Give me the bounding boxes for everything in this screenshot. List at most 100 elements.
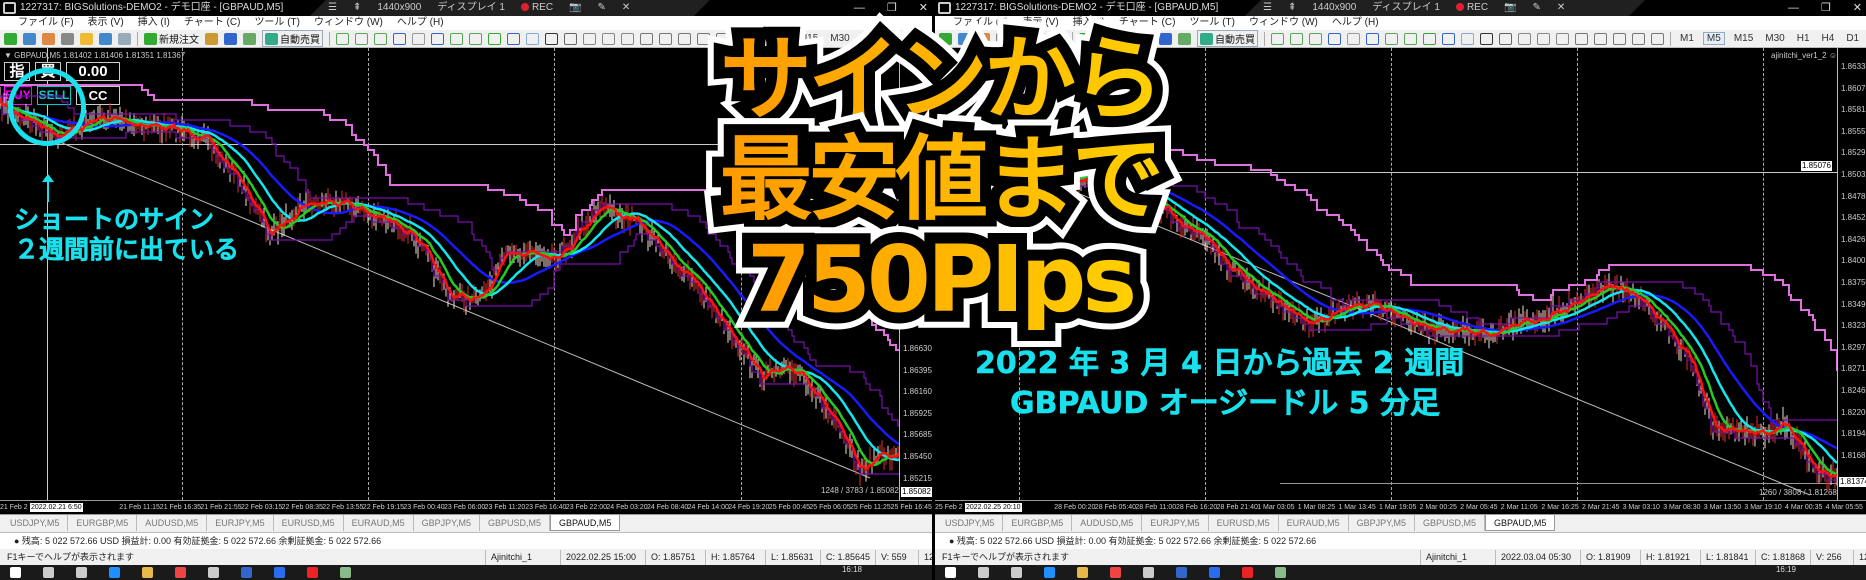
toolbar-icon[interactable] (1404, 32, 1417, 45)
toolbar-icon[interactable] (374, 32, 387, 45)
camera-icon[interactable]: 📷 (1504, 2, 1517, 13)
menu-item[interactable]: ヘルプ (H) (396, 17, 444, 28)
tab-audusd-m5[interactable]: AUDUSD,M5 (1072, 515, 1143, 531)
minimize-button[interactable]: — (1787, 2, 1799, 14)
minimize-button[interactable]: — (853, 2, 865, 14)
timeframe-m30[interactable]: M30 (827, 33, 852, 44)
toolbar-icon[interactable] (336, 32, 349, 45)
rec-button[interactable]: REC (520, 0, 553, 16)
menu-item[interactable]: 挿入 (I) (1072, 17, 1105, 28)
taskview-icon[interactable] (76, 567, 87, 578)
menu-item[interactable]: 表示 (V) (87, 17, 124, 28)
timeframe-h4[interactable]: H4 (884, 33, 903, 44)
toolbar-icon[interactable] (1651, 32, 1664, 45)
time-axis[interactable]: 25 Feb 2 2022.02.25 20:10 28 Feb 00:20 28 F… (935, 500, 1866, 514)
timeframe-h4[interactable]: H4 (1821, 33, 1835, 44)
maximize-button[interactable]: ❐ (886, 2, 897, 14)
toolbar-icon[interactable] (1347, 32, 1360, 45)
new-order-button[interactable]: 新規注文 (1079, 31, 1134, 46)
menu-item[interactable]: ツール (T) (254, 17, 300, 28)
close-recbar-icon[interactable]: ✕ (621, 2, 631, 13)
toolbar-icon[interactable] (23, 32, 36, 45)
tab-gbpaud-m5[interactable]: GBPAUD,M5 (1485, 515, 1556, 531)
pen-icon[interactable]: ✎ (1532, 2, 1541, 13)
toolbar-icon[interactable] (602, 32, 615, 45)
toolbar-icon[interactable] (996, 32, 1009, 45)
toolbar-icon[interactable] (1385, 32, 1398, 45)
timeframe-h1[interactable]: H1 (1796, 33, 1810, 44)
toolbar-icon[interactable] (224, 32, 237, 45)
toolbar-icon[interactable] (1034, 32, 1047, 45)
tab-gbpjpy-m5[interactable]: GBPJPY,M5 (1349, 515, 1415, 531)
menu-item[interactable]: ヘルプ (H) (1331, 17, 1379, 28)
toolbar-icon[interactable] (977, 32, 990, 45)
tab-usdjpy-m5[interactable]: USDJPY,M5 (937, 515, 1004, 531)
toolbar-icon[interactable] (1594, 32, 1607, 45)
toolbar-icon[interactable] (1309, 32, 1322, 45)
toolbar-icon[interactable] (1015, 32, 1028, 45)
toolbar-icon[interactable] (450, 32, 463, 45)
price-axis[interactable] (899, 48, 900, 500)
app-icon[interactable] (1209, 567, 1220, 578)
toolbar-icon[interactable] (1613, 32, 1626, 45)
toolbar-icon[interactable] (1499, 32, 1512, 45)
toolbar-icon[interactable] (1575, 32, 1588, 45)
toolbar-icon[interactable] (61, 32, 74, 45)
toolbar-icon[interactable] (1271, 32, 1284, 45)
tab-eurusd-m5[interactable]: EURUSD,M5 (274, 515, 344, 531)
toolbar-icon[interactable] (243, 32, 256, 45)
mt4-icon[interactable] (208, 567, 219, 578)
toolbar-icon[interactable] (1140, 32, 1153, 45)
rec-button[interactable]: REC (1455, 0, 1488, 16)
toolbar-icon[interactable] (355, 32, 368, 45)
timeframe-m30[interactable]: M30 (1765, 33, 1785, 44)
toolbar-icon[interactable] (1537, 32, 1550, 45)
toolbar-icon[interactable] (205, 32, 218, 45)
folder-icon[interactable] (1077, 567, 1088, 578)
timeframe-m15[interactable]: M15 (1733, 33, 1754, 44)
start-icon[interactable] (10, 567, 21, 578)
tab-eurjpy-m5[interactable]: EURJPY,M5 (1142, 515, 1209, 531)
toolbar-icon[interactable] (507, 32, 520, 45)
tab-usdjpy-m5[interactable]: USDJPY,M5 (2, 515, 69, 531)
menu-icon[interactable]: ☰ (328, 2, 337, 13)
toolbar-icon[interactable] (118, 32, 131, 45)
password-icon[interactable] (1176, 567, 1187, 578)
menu-item[interactable]: 挿入 (I) (137, 17, 170, 28)
tab-gbpjpy-m5[interactable]: GBPJPY,M5 (414, 515, 480, 531)
toolbar-icon[interactable] (431, 32, 444, 45)
password-icon[interactable] (241, 567, 252, 578)
toolbar-icon[interactable] (1328, 32, 1341, 45)
menu-item[interactable]: ウィンドウ (W) (313, 17, 383, 28)
toolbar-icon[interactable] (1423, 32, 1436, 45)
toolbar-icon[interactable] (80, 32, 93, 45)
toolbar-icon[interactable] (621, 32, 634, 45)
price-axis[interactable] (1837, 48, 1838, 500)
search-icon[interactable] (978, 567, 989, 578)
menu-item[interactable]: チャート (C) (183, 17, 241, 28)
toolbar-icon[interactable] (1480, 32, 1493, 45)
menu-item[interactable]: チャート (C) (1118, 17, 1176, 28)
tab-eurusd-m5[interactable]: EURUSD,M5 (1209, 515, 1279, 531)
toolbar-icon[interactable] (1556, 32, 1569, 45)
toolbar-icon[interactable] (1053, 32, 1066, 45)
timeframe-m15[interactable]: M15 (796, 33, 821, 44)
lots-field[interactable]: 0.00 (66, 62, 120, 81)
tab-eurjpy-m5[interactable]: EURJPY,M5 (207, 515, 274, 531)
toolbar-icon[interactable] (697, 32, 710, 45)
auto-trade-button[interactable]: 自動売買 (1197, 30, 1258, 47)
menu-item[interactable]: ウィンドウ (W) (1248, 17, 1318, 28)
maximize-button[interactable]: ❐ (1820, 2, 1831, 14)
app-icon[interactable] (274, 567, 285, 578)
taskview-icon[interactable] (1011, 567, 1022, 578)
tab-gbpusd-m5[interactable]: GBPUSD,M5 (480, 515, 550, 531)
toolbar-icon[interactable] (1518, 32, 1531, 45)
new-order-button[interactable]: 新規注文 (144, 31, 199, 46)
tab-audusd-m5[interactable]: AUDUSD,M5 (137, 515, 208, 531)
timeframe-m5[interactable]: M5 (767, 32, 790, 45)
toolbar-icon[interactable] (659, 32, 672, 45)
menu-item[interactable]: ファイル (F) (18, 17, 74, 28)
toolbar-icon[interactable] (4, 32, 17, 45)
timeframe-m1[interactable]: M1 (1680, 33, 1694, 44)
toolbar-icon[interactable] (1632, 32, 1645, 45)
